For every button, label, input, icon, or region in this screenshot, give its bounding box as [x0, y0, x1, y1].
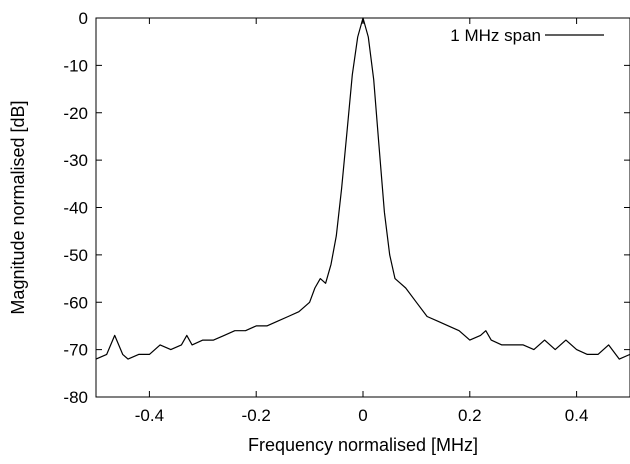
y-tick-label: -40 — [63, 199, 88, 218]
plot-border — [95, 17, 630, 398]
y-tick-label: -70 — [63, 341, 88, 360]
x-tick-label: -0.2 — [242, 406, 271, 425]
legend: 1 MHz span — [450, 26, 604, 45]
x-axis-title: Frequency normalised [MHz] — [248, 435, 478, 455]
y-axis-title: Magnitude normalised [dB] — [8, 100, 28, 314]
y-tick-label: -50 — [63, 246, 88, 265]
x-tick-label: 0 — [358, 406, 367, 425]
y-tick-label: -20 — [63, 104, 88, 123]
y-tick-label: -30 — [63, 151, 88, 170]
y-tick-label: -60 — [63, 293, 88, 312]
y-tick-label: -80 — [63, 388, 88, 407]
y-tick-label: 0 — [79, 9, 88, 28]
y-tick-label: -10 — [63, 56, 88, 75]
x-tick-label: 0.4 — [565, 406, 589, 425]
plot-frame — [95, 17, 630, 398]
series-layer — [95, 17, 630, 360]
y-axis-ticks: 0 -10 -20 -30 -40 -50 -60 -70 -80 — [63, 9, 630, 407]
x-tick-label: 0.2 — [458, 406, 482, 425]
series-line — [95, 17, 630, 360]
x-axis-ticks: -0.4 -0.2 0 0.2 0.4 — [135, 18, 589, 425]
legend-label: 1 MHz span — [450, 26, 541, 45]
x-tick-label: -0.4 — [135, 406, 164, 425]
